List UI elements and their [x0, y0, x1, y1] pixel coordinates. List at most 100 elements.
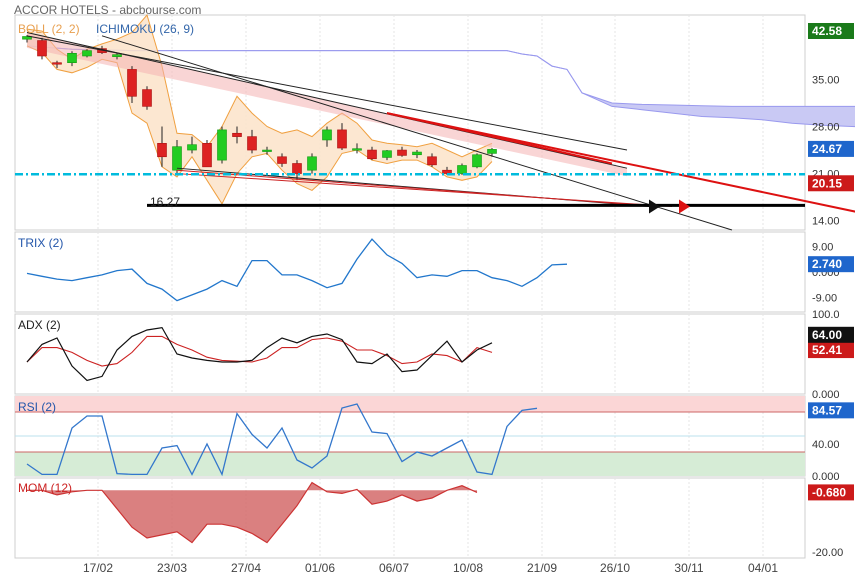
y-tick-label: 14.00	[812, 216, 840, 228]
bollinger-upper	[26, 13, 493, 158]
value-badge: 2.740	[808, 256, 854, 273]
y-tick-label: 0.000	[812, 471, 840, 483]
candle-body	[307, 156, 317, 171]
trix-title: TRIX (2)	[18, 236, 63, 250]
y-tick-label: -20.00	[812, 547, 843, 559]
x-tick-label: 23/03	[157, 561, 187, 575]
y-tick-label: 0.000	[812, 389, 840, 401]
candle-body	[352, 148, 362, 151]
candle-body	[322, 129, 332, 141]
x-tick-label: 27/04	[231, 561, 261, 575]
candle-body	[397, 149, 407, 156]
candle-body	[112, 54, 122, 57]
adx-line	[26, 326, 493, 382]
arrow-head	[679, 199, 690, 214]
candle-body	[337, 129, 347, 149]
candle-body	[382, 150, 392, 158]
value-badge-text: 42.58	[812, 24, 842, 38]
ichimoku-bottom	[26, 45, 855, 128]
candle-body	[367, 149, 377, 160]
candle-body	[142, 89, 152, 107]
y-tick-label: -9.00	[812, 293, 837, 305]
value-badge-bg	[808, 23, 854, 39]
trend-channel	[27, 32, 627, 177]
value-badge: 64.00	[808, 326, 854, 343]
trix-line	[26, 238, 568, 302]
support-label: 16.27	[150, 195, 180, 209]
candle-body	[22, 36, 32, 40]
candle-body	[157, 143, 167, 158]
candle-body	[52, 62, 62, 65]
rsi-line	[26, 403, 538, 477]
candle-body	[262, 149, 272, 152]
value-badge-text: 84.57	[812, 403, 842, 417]
value-badge-bg	[808, 326, 854, 343]
candle-body	[277, 156, 287, 164]
x-tick-label: 21/09	[527, 561, 557, 575]
y-tick-label: 40.00	[812, 439, 840, 451]
candle-body	[187, 144, 197, 151]
value-badge: 42.58	[808, 23, 854, 39]
candle-body	[472, 154, 482, 168]
x-tick-label: 06/07	[379, 561, 409, 575]
x-tick-label: 10/08	[453, 561, 483, 575]
value-badge-bg	[808, 256, 854, 273]
trend-line	[386, 112, 613, 165]
value-badge: 20.15	[808, 175, 854, 192]
page-title: ACCOR HOTELS - abcbourse.com	[14, 3, 201, 17]
candle-body	[67, 52, 77, 64]
x-tick-label: 17/02	[83, 561, 113, 575]
candle-body	[232, 132, 242, 137]
trend-line	[386, 112, 855, 213]
candle-body	[292, 163, 302, 174]
value-badge-bg	[808, 175, 854, 192]
boll-legend: BOLL (2, 2)	[18, 22, 80, 36]
candle-body	[412, 151, 422, 156]
value-badge: -0.680	[808, 484, 854, 501]
x-tick-label: 04/01	[748, 561, 778, 575]
value-badge: 84.57	[808, 402, 854, 419]
mom-title: MOM (12)	[18, 481, 72, 495]
value-badge-bg	[808, 484, 854, 501]
candle-body	[202, 143, 212, 168]
y-tick-label: 28.00	[812, 122, 840, 134]
x-tick-label: 26/10	[600, 561, 630, 575]
value-badge-text: -0.680	[812, 485, 846, 499]
panel-frame	[14, 313, 806, 395]
x-tick-label: 30/11	[674, 561, 703, 575]
mom-area	[27, 482, 477, 543]
value-badge-text: 52.41	[812, 343, 842, 357]
value-badge-text: 20.15	[812, 176, 842, 190]
value-badge-bg	[808, 140, 854, 157]
candle-body	[427, 156, 437, 166]
candle-body	[457, 165, 467, 174]
mom-panel: -20.00 -0.680	[27, 481, 854, 559]
value-badge-text: 24.67	[812, 142, 842, 156]
value-badge-bg	[808, 402, 854, 419]
trend-line	[26, 35, 628, 151]
trend-line	[176, 173, 673, 207]
rsi-oversold-zone	[15, 452, 805, 476]
x-axis: 17/02 23/03 27/04 01/06 06/07 10/08 21/09 26/10…	[83, 561, 778, 575]
panel-frame	[14, 231, 806, 313]
value-badge-bg	[808, 342, 854, 359]
value-badge: 24.67	[808, 140, 854, 157]
legend-labels: BOLL (2, 2) ICHIMOKU (26, 9) TRIX (2) AD…	[18, 22, 194, 495]
rsi-panel: 40.00 0.000 84.57	[15, 396, 854, 483]
candle-body	[247, 136, 257, 151]
trix-panel: 9.000.000-9.002.740	[26, 238, 854, 305]
x-tick-label: 01/06	[305, 561, 335, 575]
value-badge-text: 2.740	[812, 257, 842, 271]
ichimoku-legend: ICHIMOKU (26, 9)	[96, 22, 194, 36]
candle-body	[127, 69, 137, 97]
rsi-overbought-zone	[15, 396, 805, 412]
candle-body	[172, 146, 182, 171]
mom-line	[27, 481, 478, 544]
value-badge-text: 64.00	[812, 328, 842, 342]
y-tick-label: 100.0	[812, 309, 840, 321]
candle-body	[487, 149, 497, 154]
